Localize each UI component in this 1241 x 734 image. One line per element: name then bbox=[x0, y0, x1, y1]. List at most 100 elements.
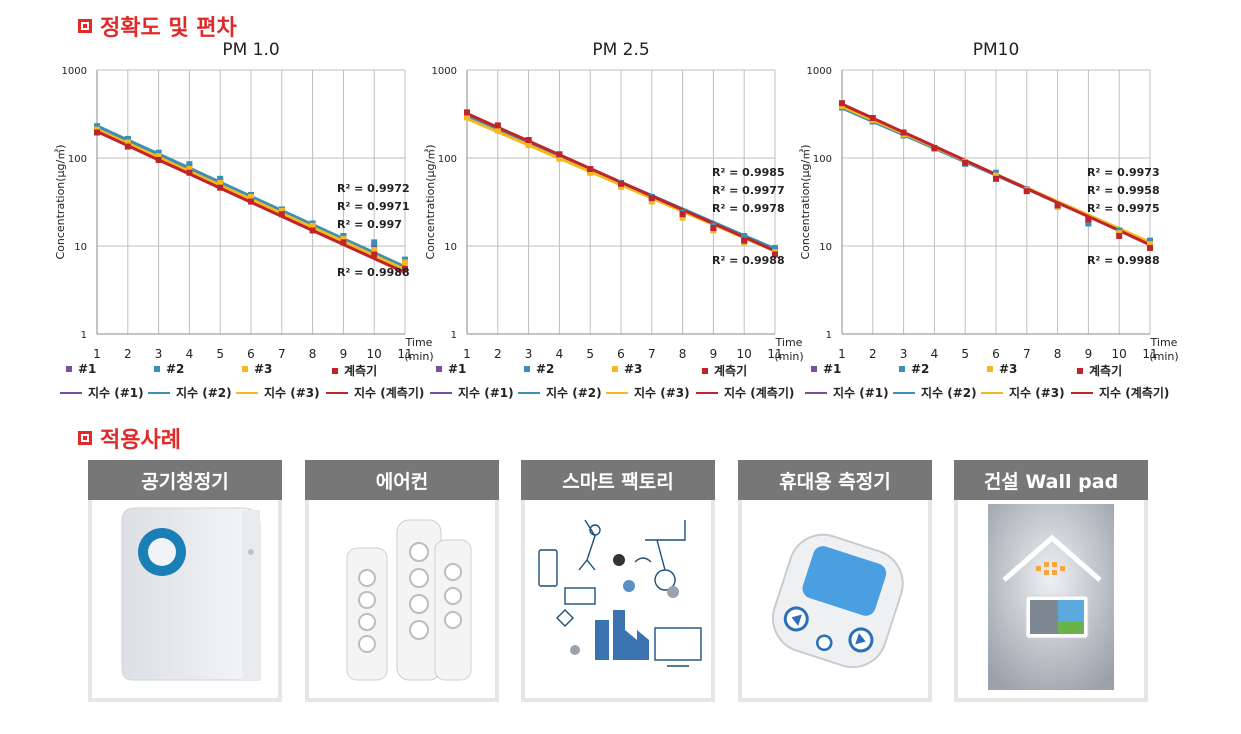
legend-marker-icon bbox=[242, 366, 248, 372]
x-tick-label: 9 bbox=[710, 347, 718, 361]
y-tick-label: 1000 bbox=[62, 66, 87, 77]
data-point-4 bbox=[1147, 244, 1153, 251]
legend-item-marker: #3 bbox=[987, 362, 1017, 376]
data-point-3 bbox=[402, 259, 408, 266]
x-tick-label: 6 bbox=[617, 347, 625, 361]
data-point-4 bbox=[900, 129, 907, 136]
legend-line-icon bbox=[326, 391, 348, 394]
data-point-2 bbox=[186, 161, 193, 168]
data-point-3 bbox=[371, 247, 378, 254]
chart-legend: #1 #2 #3 계측기 지수 (#1) 지수 (#2) 지수 (#3) 지수 (계측기) bbox=[795, 360, 1195, 406]
r2-label: R² = 0.9958 bbox=[1087, 184, 1160, 197]
legend-line-icon bbox=[606, 391, 628, 394]
data-point-2 bbox=[340, 232, 347, 239]
x-tick-label: 2 bbox=[869, 347, 877, 361]
data-point-2 bbox=[1147, 237, 1153, 244]
r2-label: R² = 0.9975 bbox=[1087, 202, 1160, 215]
legend-label: #2 bbox=[536, 362, 555, 376]
legend-item-trend: 지수 (#2) bbox=[518, 384, 602, 401]
legend-label: 지수 (#1) bbox=[88, 386, 144, 400]
x-tick-label: 7 bbox=[648, 347, 656, 361]
chart-legend: #1 #2 #3 계측기 지수 (#1) 지수 (#2) 지수 (#3) 지수 (계측기) bbox=[50, 360, 450, 406]
y-axis-label: Concentration(µg/㎥) bbox=[54, 144, 67, 259]
data-point-4 bbox=[1085, 216, 1092, 223]
r2-label: R² = 0.9972 bbox=[337, 182, 410, 195]
legend-item-marker: 계측기 bbox=[702, 362, 747, 379]
x-axis-label: Time bbox=[405, 336, 433, 349]
data-point-3 bbox=[217, 179, 224, 186]
legend-marker-icon bbox=[987, 366, 993, 372]
y-tick-label: 1 bbox=[826, 330, 832, 341]
legend-label: 계측기 bbox=[1089, 364, 1123, 378]
r2-label: R² = 0.9988 bbox=[1087, 254, 1160, 267]
section-title-accuracy: 정확도 및 편차 bbox=[78, 10, 237, 42]
x-tick-label: 4 bbox=[931, 347, 939, 361]
legend-label: #1 bbox=[78, 362, 97, 376]
x-tick-label: 11 bbox=[397, 347, 412, 361]
data-point-4 bbox=[587, 165, 594, 172]
legend-label: 지수 (#3) bbox=[634, 386, 690, 400]
legend-label: 지수 (#3) bbox=[264, 386, 320, 400]
x-tick-label: 3 bbox=[525, 347, 533, 361]
legend-line-icon bbox=[518, 391, 540, 394]
legend-marker-icon bbox=[612, 366, 618, 372]
chart-title: PM 1.0 bbox=[222, 40, 279, 60]
data-point-3 bbox=[556, 155, 563, 162]
app-card-air-conditioner: 에어컨 bbox=[305, 460, 499, 702]
data-point-3 bbox=[155, 153, 162, 160]
y-tick-label: 1000 bbox=[807, 66, 832, 77]
app-card-wall-pad: 건설 Wall pad bbox=[954, 460, 1148, 702]
y-tick-label: 1000 bbox=[432, 66, 457, 77]
legend-item-trend: 지수 (#3) bbox=[981, 384, 1065, 401]
data-point-4 bbox=[464, 109, 470, 116]
data-point-4 bbox=[618, 180, 624, 187]
legend-label: #2 bbox=[166, 362, 185, 376]
chart-title: PM10 bbox=[973, 40, 1020, 60]
legend-label: 지수 (#3) bbox=[1009, 386, 1065, 400]
data-point-2 bbox=[772, 244, 778, 251]
x-tick-label: 6 bbox=[992, 347, 1000, 361]
y-tick-label: 10 bbox=[444, 242, 457, 253]
legend-label: 지수 (#2) bbox=[176, 386, 232, 400]
legend-item-marker: #2 bbox=[524, 362, 554, 376]
x-axis-unit: (min) bbox=[1149, 350, 1178, 363]
data-point-4 bbox=[993, 175, 999, 182]
legend-marker-icon bbox=[436, 366, 442, 372]
data-point-2 bbox=[741, 232, 748, 239]
legend-line-icon bbox=[236, 391, 258, 394]
legend-label: 계측기 bbox=[344, 364, 378, 378]
data-point-2 bbox=[1085, 220, 1092, 227]
x-tick-label: 11 bbox=[767, 347, 782, 361]
legend-marker-icon bbox=[811, 366, 817, 372]
x-axis-unit: (min) bbox=[774, 350, 803, 363]
data-point-4 bbox=[1023, 188, 1030, 195]
data-point-4 bbox=[962, 159, 969, 166]
legend-item-trend: 지수 (계측기) bbox=[326, 384, 424, 401]
app-card-label: 스마트 팩토리 bbox=[521, 460, 715, 500]
x-tick-label: 4 bbox=[186, 347, 194, 361]
data-point-1 bbox=[371, 243, 378, 249]
x-tick-label: 10 bbox=[1112, 347, 1127, 361]
chart-pm10: PM10 1 10 100 1000 1 2 3 4 5 6 7 8 9 10 11 Time (min) Conc… bbox=[795, 30, 1195, 410]
data-point-4 bbox=[931, 144, 938, 151]
y-axis-label: Concentration(µg/㎥) bbox=[799, 144, 812, 259]
app-card-label: 건설 Wall pad bbox=[954, 460, 1148, 500]
data-point-3 bbox=[648, 198, 655, 205]
x-tick-label: 5 bbox=[216, 347, 224, 361]
y-tick-label: 100 bbox=[813, 154, 832, 165]
x-tick-label: 7 bbox=[1023, 347, 1031, 361]
legend-item-trend: 지수 (#2) bbox=[893, 384, 977, 401]
legend-item-marker: 계측기 bbox=[332, 362, 377, 379]
legend-item-marker: #2 bbox=[899, 362, 929, 376]
y-tick-label: 100 bbox=[68, 154, 87, 165]
section-title-accuracy-text: 정확도 및 편차 bbox=[100, 16, 237, 41]
data-point-4 bbox=[839, 100, 845, 107]
data-point-3 bbox=[587, 169, 594, 176]
y-tick-label: 10 bbox=[819, 242, 832, 253]
legend-label: #3 bbox=[999, 362, 1018, 376]
legend-line-icon bbox=[1071, 391, 1093, 394]
data-point-4 bbox=[371, 251, 378, 258]
legend-marker-icon bbox=[332, 367, 338, 374]
data-point-3 bbox=[248, 194, 254, 201]
data-point-2 bbox=[94, 123, 100, 130]
